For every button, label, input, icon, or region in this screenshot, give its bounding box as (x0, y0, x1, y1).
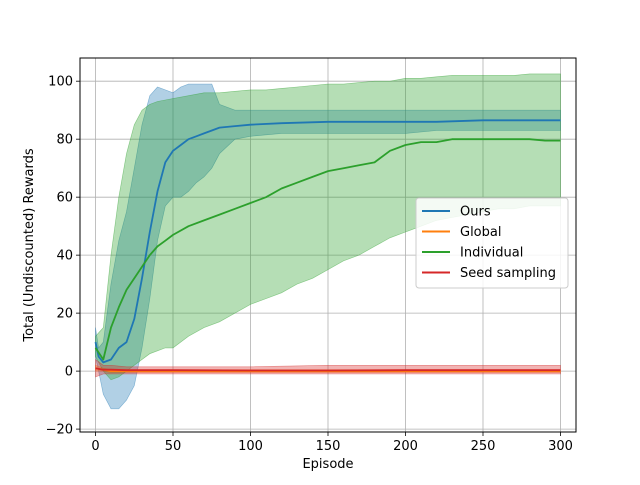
x-tick-label: 50 (165, 439, 182, 454)
x-tick-label: 150 (316, 439, 341, 454)
x-tick-label: 300 (548, 439, 573, 454)
x-tick-label: 0 (91, 439, 99, 454)
band-seed-sampling (95, 358, 561, 378)
x-axis-label: Episode (302, 457, 353, 472)
legend-label-individual: Individual (460, 246, 523, 261)
y-tick-label: 20 (56, 307, 73, 322)
x-tick-label: 100 (238, 439, 263, 454)
y-tick-label: 40 (56, 249, 73, 264)
legend-box (415, 197, 569, 289)
line-ours (94, 119, 561, 364)
legend-label-seed-sampling: Seed sampling (460, 266, 556, 281)
legend: Ours Global Individual Seed sampling (415, 197, 569, 289)
series-lines (94, 119, 561, 373)
line-seed-sampling (95, 367, 561, 372)
y-tick-label: 60 (56, 191, 73, 206)
x-axis: 0 50 100 150 200 250 300 (91, 432, 573, 454)
x-tick-label: 250 (471, 439, 496, 454)
y-tick-label: 0 (65, 365, 73, 380)
y-tick-label: −20 (46, 423, 73, 438)
x-tick-label: 200 (393, 439, 418, 454)
y-tick-label: 80 (56, 133, 73, 148)
legend-label-global: Global (460, 225, 501, 240)
y-axis: −20 0 20 40 60 80 100 (46, 75, 80, 438)
y-tick-label: 100 (48, 75, 73, 90)
y-axis-label: Total (Undiscounted) Rewards (22, 148, 37, 343)
line-individual (94, 138, 561, 361)
legend-label-ours: Ours (460, 205, 491, 220)
